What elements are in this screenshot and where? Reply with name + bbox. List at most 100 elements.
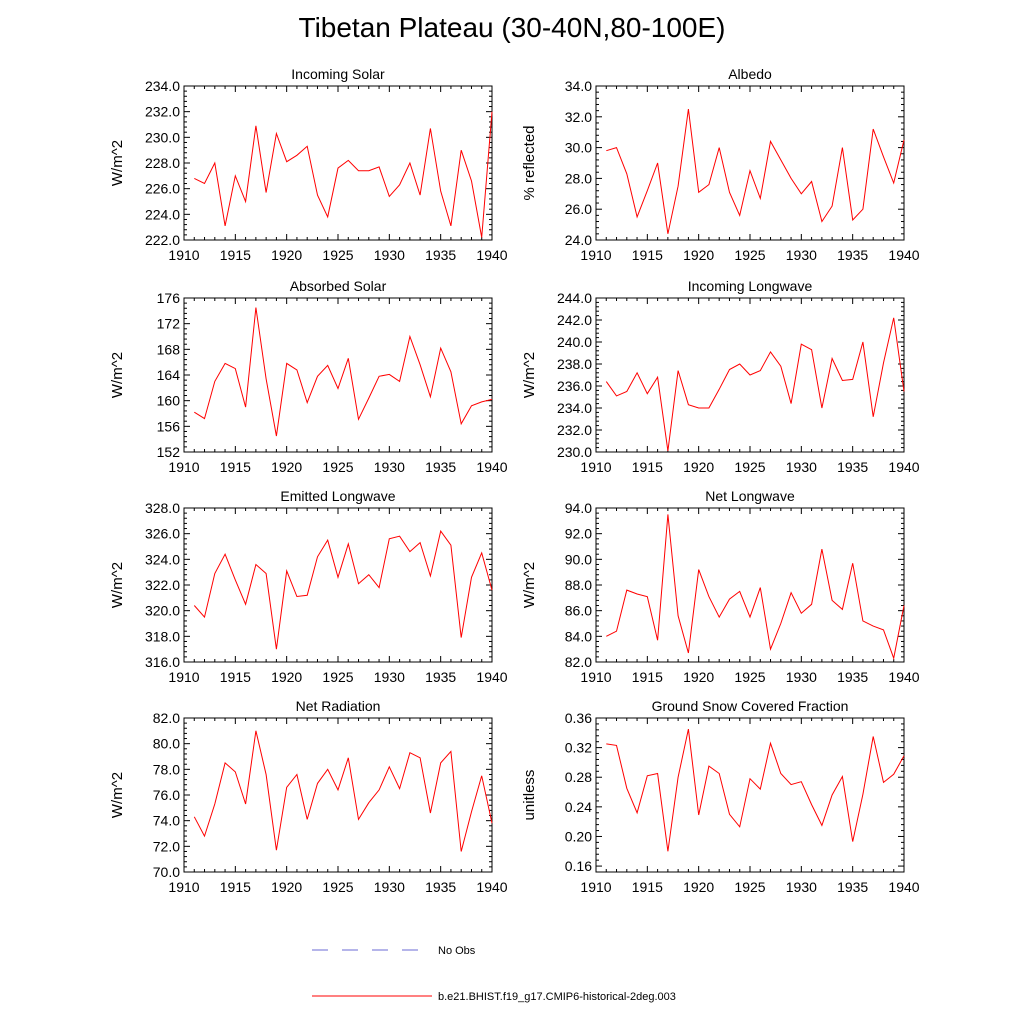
y-tick-label: 90.0 bbox=[565, 551, 592, 567]
series-line bbox=[606, 109, 905, 234]
y-tick-label: 0.16 bbox=[565, 858, 592, 874]
y-tick-label: 224.0 bbox=[145, 206, 180, 222]
x-tick-label: 1930 bbox=[786, 459, 817, 475]
y-tick-label: 84.0 bbox=[565, 628, 592, 644]
x-tick-label: 1915 bbox=[632, 459, 663, 475]
series-line bbox=[194, 111, 493, 238]
y-tick-label: 164 bbox=[157, 367, 181, 383]
y-tick-label: 0.32 bbox=[565, 740, 592, 756]
y-tick-label: 234.0 bbox=[557, 400, 592, 416]
x-tick-label: 1910 bbox=[168, 669, 199, 685]
x-tick-label: 1940 bbox=[476, 669, 507, 685]
x-tick-label: 1920 bbox=[271, 247, 302, 263]
y-tick-label: 172 bbox=[157, 316, 181, 332]
y-tick-label: 222.0 bbox=[145, 232, 180, 248]
chart-panel-7: Net Radiation W/m^2 1910 1915 1920 1925 1930 19… bbox=[109, 698, 508, 895]
x-tick-label: 1925 bbox=[734, 669, 765, 685]
y-tick-label: 32.0 bbox=[565, 109, 592, 125]
y-axis-label: W/m^2 bbox=[521, 352, 538, 398]
figure-title: Tibetan Plateau (30-40N,80-100E) bbox=[298, 12, 726, 43]
y-tick-label: 24.0 bbox=[565, 232, 592, 248]
x-tick-label: 1915 bbox=[220, 247, 251, 263]
y-tick-label: 230.0 bbox=[557, 444, 592, 460]
y-tick-label: 88.0 bbox=[565, 577, 592, 593]
y-tick-label: 228.0 bbox=[145, 155, 180, 171]
x-tick-label: 1940 bbox=[476, 459, 507, 475]
x-tick-label: 1940 bbox=[476, 247, 507, 263]
y-tick-label: 0.20 bbox=[565, 828, 592, 844]
x-tick-label: 1930 bbox=[374, 669, 405, 685]
y-tick-label: 232.0 bbox=[557, 422, 592, 438]
y-tick-label: 238.0 bbox=[557, 356, 592, 372]
x-tick-label: 1920 bbox=[683, 247, 714, 263]
x-tick-label: 1935 bbox=[425, 669, 456, 685]
y-axis-label: W/m^2 bbox=[521, 562, 538, 608]
y-tick-label: 320.0 bbox=[145, 603, 180, 619]
x-tick-label: 1910 bbox=[580, 247, 611, 263]
y-tick-label: 318.0 bbox=[145, 628, 180, 644]
x-tick-label: 1935 bbox=[425, 247, 456, 263]
plot-frame bbox=[183, 507, 493, 663]
y-tick-label: 234.0 bbox=[145, 78, 180, 94]
x-tick-label: 1925 bbox=[322, 459, 353, 475]
x-tick-label: 1935 bbox=[837, 669, 868, 685]
y-tick-label: 34.0 bbox=[565, 78, 592, 94]
x-tick-label: 1920 bbox=[683, 459, 714, 475]
panel-title: Incoming Longwave bbox=[688, 278, 813, 294]
panel-title: Net Radiation bbox=[296, 698, 381, 714]
chart-panel-5: Emitted Longwave W/m^2 1910 1915 1920 1925 193… bbox=[109, 488, 508, 685]
x-tick-label: 1915 bbox=[220, 459, 251, 475]
y-axis-label: unitless bbox=[521, 770, 538, 821]
y-tick-label: 70.0 bbox=[153, 864, 180, 880]
y-tick-label: 76.0 bbox=[153, 787, 180, 803]
y-tick-label: 30.0 bbox=[565, 140, 592, 156]
plot-frame bbox=[183, 717, 493, 873]
chart-panel-3: Absorbed Solar W/m^2 1910 1915 1920 1925 1930 1… bbox=[109, 278, 508, 475]
y-tick-label: 74.0 bbox=[153, 813, 180, 829]
y-tick-label: 160 bbox=[157, 393, 181, 409]
plot-frame bbox=[595, 507, 905, 663]
series-line bbox=[193, 730, 493, 852]
y-tick-label: 232.0 bbox=[145, 104, 180, 120]
series-line bbox=[605, 317, 905, 451]
x-tick-label: 1920 bbox=[683, 669, 714, 685]
x-tick-label: 1915 bbox=[632, 879, 663, 895]
y-tick-label: 324.0 bbox=[145, 551, 180, 567]
chart-panel-2: Albedo % reflected 1910 1915 1920 1925 1930 193… bbox=[521, 66, 920, 263]
plot-frame bbox=[183, 85, 493, 241]
y-tick-label: 82.0 bbox=[565, 654, 592, 670]
y-tick-label: 156 bbox=[157, 418, 181, 434]
y-tick-label: 0.28 bbox=[565, 769, 592, 785]
series-line bbox=[193, 529, 493, 650]
y-tick-label: 78.0 bbox=[153, 761, 180, 777]
x-tick-label: 1910 bbox=[168, 459, 199, 475]
y-tick-label: 326.0 bbox=[145, 526, 180, 542]
y-tick-label: 92.0 bbox=[565, 526, 592, 542]
x-tick-label: 1925 bbox=[734, 879, 765, 895]
series-line bbox=[606, 728, 905, 852]
x-tick-label: 1925 bbox=[734, 247, 765, 263]
y-tick-label: 86.0 bbox=[565, 603, 592, 619]
y-tick-label: 0.36 bbox=[565, 710, 592, 726]
x-tick-label: 1940 bbox=[888, 669, 919, 685]
x-tick-label: 1930 bbox=[374, 247, 405, 263]
x-tick-label: 1915 bbox=[220, 669, 251, 685]
panel-title: Net Longwave bbox=[705, 488, 795, 504]
chart-panel-8: Ground Snow Covered Fraction unitless 1910… bbox=[521, 698, 920, 895]
x-tick-label: 1930 bbox=[786, 247, 817, 263]
y-tick-label: 26.0 bbox=[565, 201, 592, 217]
x-tick-label: 1935 bbox=[837, 879, 868, 895]
y-tick-label: 236.0 bbox=[557, 378, 592, 394]
x-tick-label: 1935 bbox=[425, 459, 456, 475]
x-tick-label: 1920 bbox=[271, 459, 302, 475]
x-tick-label: 1925 bbox=[322, 247, 353, 263]
y-tick-label: 242.0 bbox=[557, 312, 592, 328]
x-tick-label: 1920 bbox=[271, 879, 302, 895]
y-axis-label: % reflected bbox=[521, 125, 538, 200]
y-tick-label: 322.0 bbox=[145, 577, 180, 593]
x-tick-label: 1925 bbox=[322, 669, 353, 685]
x-tick-label: 1930 bbox=[374, 459, 405, 475]
x-tick-label: 1910 bbox=[168, 879, 199, 895]
y-tick-label: 176 bbox=[157, 290, 181, 306]
